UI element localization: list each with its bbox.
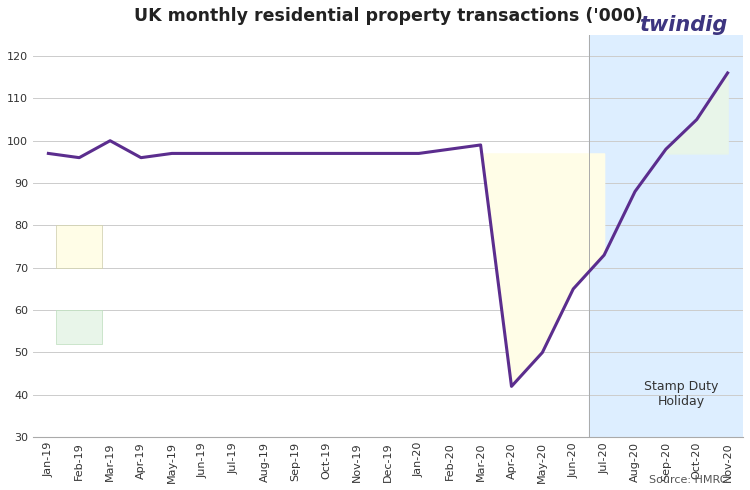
Text: Stamp Duty
Holiday: Stamp Duty Holiday xyxy=(644,380,718,408)
Bar xyxy=(589,35,743,437)
Text: Source: HMRC: Source: HMRC xyxy=(649,475,728,485)
Title: UK monthly residential property transactions ('000): UK monthly residential property transact… xyxy=(134,7,643,25)
FancyBboxPatch shape xyxy=(56,310,103,344)
Text: twindig: twindig xyxy=(639,15,728,35)
FancyBboxPatch shape xyxy=(56,225,103,268)
